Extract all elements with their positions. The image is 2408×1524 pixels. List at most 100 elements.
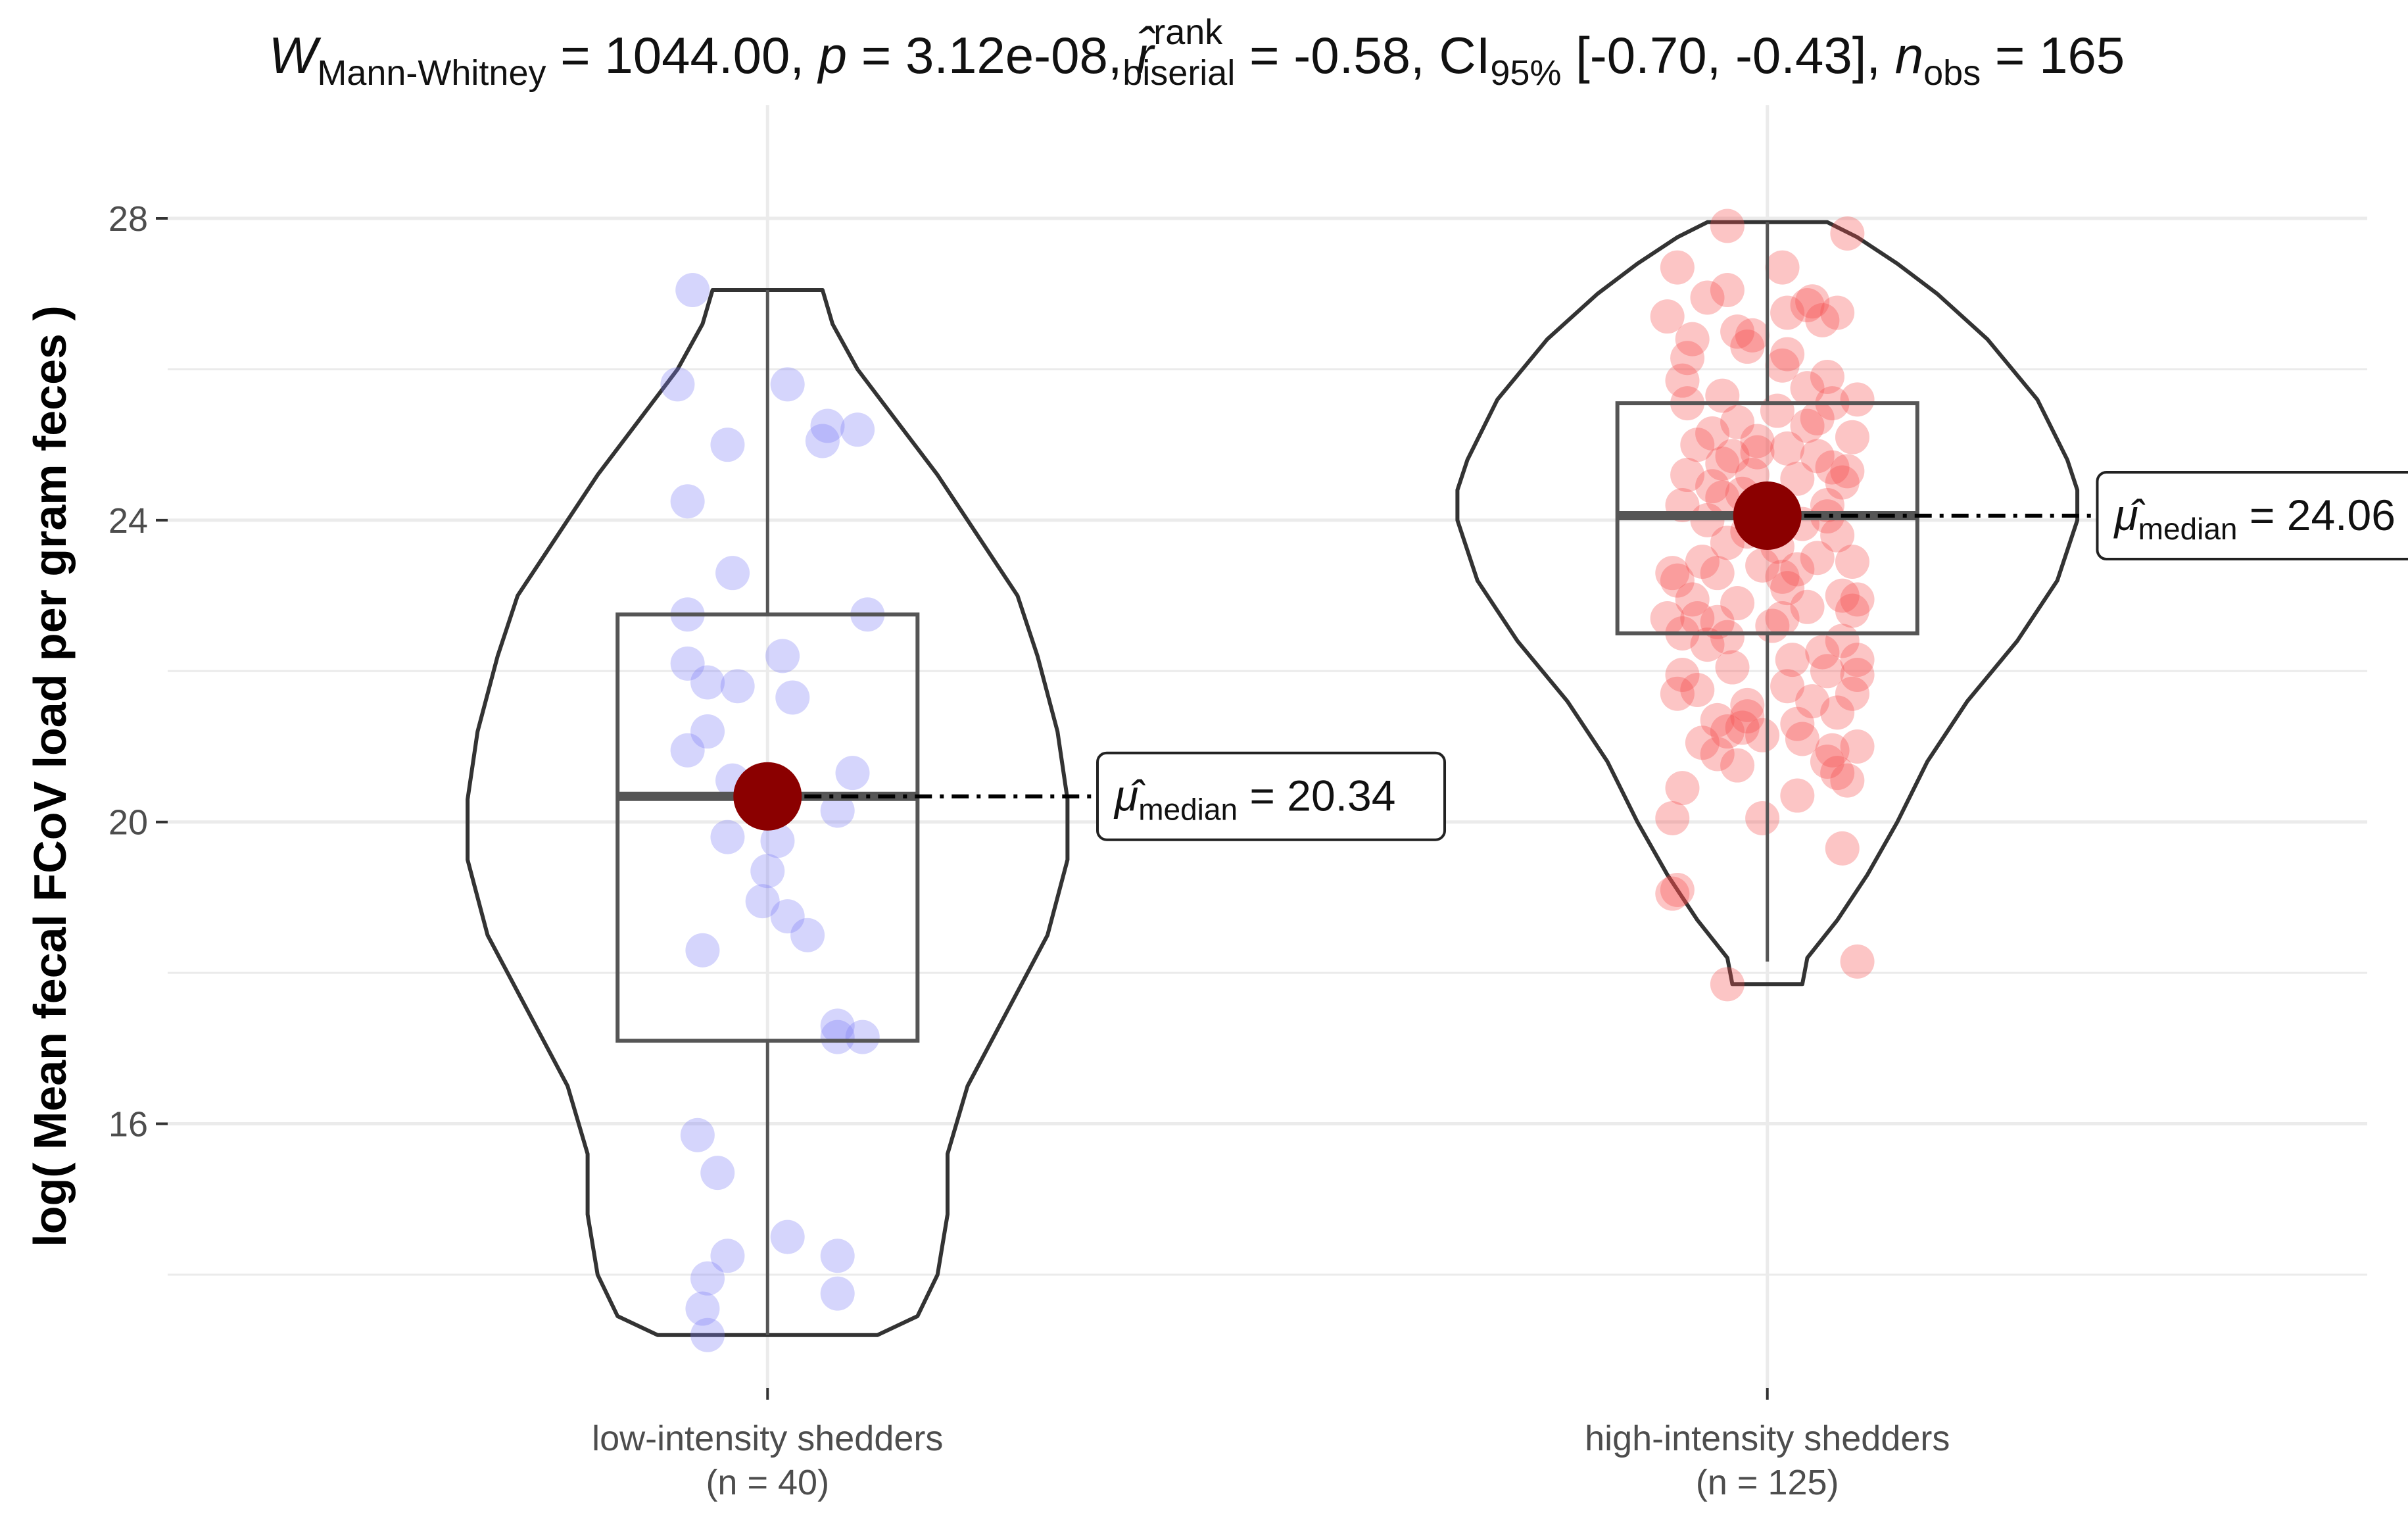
data-point	[1825, 578, 1860, 613]
median-label-box	[2096, 471, 2408, 560]
data-point	[1655, 556, 1690, 591]
y-tick-label: 16	[108, 1105, 148, 1144]
median-label: μ̂median = 24.06	[2096, 471, 2408, 560]
data-point	[820, 1008, 855, 1043]
title-n-value: = 165	[1981, 26, 2125, 84]
data-point	[1840, 382, 1875, 417]
data-point	[820, 1020, 855, 1054]
data-point	[1665, 363, 1700, 398]
x-tick-count: (n = 40)	[706, 1463, 829, 1502]
data-point	[1805, 635, 1840, 670]
data-point	[1745, 800, 1780, 835]
median-label: μ̂median = 20.34	[1096, 751, 1447, 841]
y-tick-label: 24	[108, 501, 148, 541]
data-point	[1710, 526, 1745, 560]
data-point	[1685, 544, 1720, 579]
data-point	[1675, 582, 1710, 617]
data-point	[670, 484, 705, 519]
data-point	[1745, 548, 1780, 583]
data-point	[685, 1291, 720, 1326]
data-point	[1655, 800, 1690, 835]
x-tick-label: high-intensity shedders	[1585, 1419, 1950, 1458]
data-point	[1815, 733, 1850, 768]
data-point	[1785, 722, 1819, 756]
data-point	[1825, 831, 1860, 866]
title-ci-symbol: CI	[1439, 26, 1490, 84]
data-point	[1790, 589, 1825, 624]
data-point	[1710, 967, 1745, 1002]
data-point	[1680, 672, 1715, 707]
data-point	[1685, 725, 1720, 760]
data-point	[1710, 209, 1745, 243]
data-point	[1665, 771, 1700, 806]
data-point	[700, 1156, 735, 1191]
data-point	[820, 1239, 855, 1273]
data-point	[1775, 643, 1810, 677]
data-point	[1660, 872, 1695, 907]
data-point	[710, 428, 745, 462]
data-point	[1735, 318, 1770, 353]
y-tick-label: 20	[108, 803, 148, 843]
data-point	[1825, 465, 1860, 500]
data-point	[1835, 676, 1869, 711]
data-point	[770, 367, 805, 402]
plot-title: WMann-Whitney = 1044.00, p = 3.12e-08, r…	[269, 12, 2125, 93]
title-ci-value: [-0.70, -0.43],	[1561, 26, 1894, 84]
data-point	[1790, 371, 1825, 406]
title-r-subscript: biserial	[1122, 53, 1235, 93]
data-point	[1800, 541, 1835, 576]
data-point	[1715, 650, 1750, 685]
data-point	[775, 680, 810, 715]
data-point	[1690, 627, 1725, 662]
data-point	[1770, 669, 1805, 704]
data-point	[1840, 729, 1875, 764]
data-point	[1810, 359, 1844, 394]
data-point	[1780, 706, 1815, 741]
data-point	[1695, 469, 1730, 504]
data-point	[1830, 454, 1865, 489]
data-point	[1765, 250, 1800, 285]
data-point	[1660, 250, 1695, 285]
data-point	[1660, 676, 1695, 711]
data-point	[1820, 518, 1855, 553]
title-w-symbol: W	[269, 26, 322, 84]
data-point	[1670, 458, 1705, 493]
data-point	[1705, 480, 1740, 515]
data-point	[1770, 295, 1805, 330]
title-p-symbol: p	[817, 26, 847, 84]
data-point	[1705, 446, 1740, 481]
median-label-value: = 20.34	[1238, 772, 1395, 820]
data-point	[710, 820, 745, 854]
data-point	[670, 733, 705, 768]
data-point	[1790, 408, 1825, 443]
median-labels: μ̂median = 20.34 μ̂median = 24.06	[1096, 471, 2408, 841]
data-point	[1700, 556, 1735, 591]
data-point	[1710, 620, 1745, 654]
median-label-subscript: median	[2138, 512, 2238, 546]
data-point	[845, 1020, 880, 1054]
data-point	[840, 412, 875, 447]
iqr-box	[615, 612, 920, 1043]
data-point	[1815, 450, 1850, 485]
data-point	[1820, 695, 1855, 730]
median-markers	[733, 481, 2098, 831]
data-point	[715, 556, 750, 591]
x-tick-label: low-intensity shedders	[592, 1419, 943, 1458]
data-point	[1765, 559, 1800, 594]
data-point	[1790, 287, 1825, 322]
violin-outline	[466, 288, 1070, 1337]
title-w-value: = 1044.00,	[546, 26, 818, 84]
data-point	[1710, 714, 1745, 749]
data-point	[660, 367, 695, 402]
data-point	[1810, 744, 1844, 779]
data-point	[1680, 428, 1715, 462]
grid-lines	[168, 105, 2367, 1388]
data-point	[1840, 658, 1875, 693]
data-point	[1700, 604, 1735, 639]
title-r-value: = -0.58,	[1235, 26, 1439, 84]
data-point	[820, 793, 855, 828]
violin-outline	[1455, 220, 2080, 987]
data-point	[770, 899, 805, 934]
data-point	[765, 639, 800, 674]
